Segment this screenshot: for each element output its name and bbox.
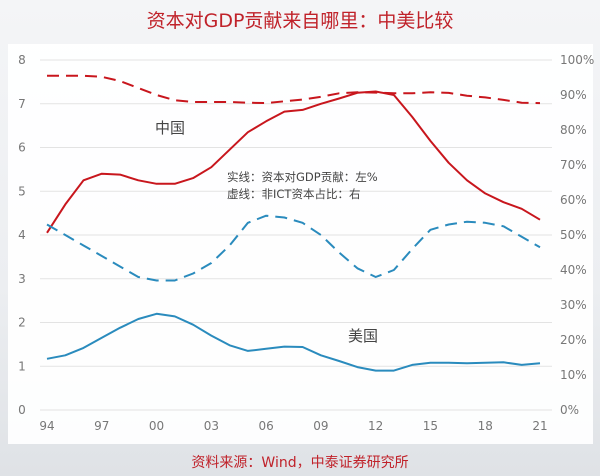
y-left-tick-label: 0 (18, 403, 26, 417)
y-right-tick-label: 90% (560, 88, 587, 102)
y-left-tick-label: 2 (18, 316, 26, 330)
x-tick-label: 00 (149, 419, 164, 433)
x-tick-label: 06 (258, 419, 273, 433)
y-left-tick-label: 5 (18, 184, 26, 198)
legend-solid-note: 实线：资本对GDP贡献：左% (227, 170, 378, 184)
y-left-tick-label: 4 (18, 228, 26, 242)
x-tick-label: 09 (313, 419, 328, 433)
us-label: 美国 (348, 327, 378, 345)
y-right-tick-label: 50% (560, 228, 587, 242)
series-line-2 (46, 312, 541, 372)
china-label: 中国 (155, 119, 185, 137)
x-tick-label: 12 (368, 419, 383, 433)
y-right-tick-label: 60% (560, 193, 587, 207)
x-tick-label: 97 (94, 419, 109, 433)
x-tick-label: 18 (478, 419, 493, 433)
x-tick-label: 94 (39, 419, 54, 433)
y-left-tick-label: 7 (18, 97, 26, 111)
y-left-tick-label: 1 (18, 359, 26, 373)
y-right-tick-label: 30% (560, 298, 587, 312)
y-right-tick-label: 10% (560, 368, 587, 382)
series-line-1 (47, 74, 541, 105)
y-left-tick-label: 6 (18, 141, 26, 155)
y-right-tick-label: 80% (560, 123, 587, 137)
y-right-tick-label: 0% (560, 403, 579, 417)
chart-title: 资本对GDP贡献来自哪里：中美比较 (146, 10, 454, 32)
source-note: 资料来源：Wind，中泰证券研究所 (191, 455, 409, 471)
x-tick-label: 15 (423, 419, 438, 433)
y-left-tick-label: 3 (18, 272, 26, 286)
series-line-3 (46, 214, 541, 282)
y-right-tick-label: 70% (560, 158, 587, 172)
legend-dashed-note: 虚线：非ICT资本占比：右 (227, 187, 360, 201)
y-right-tick-label: 40% (560, 263, 587, 277)
y-right-tick-label: 100% (560, 53, 594, 67)
series-line-0 (46, 90, 541, 234)
x-tick-label: 03 (204, 419, 219, 433)
y-left-tick-label: 8 (18, 53, 26, 67)
y-right-tick-label: 20% (560, 333, 587, 347)
x-tick-label: 21 (532, 419, 547, 433)
